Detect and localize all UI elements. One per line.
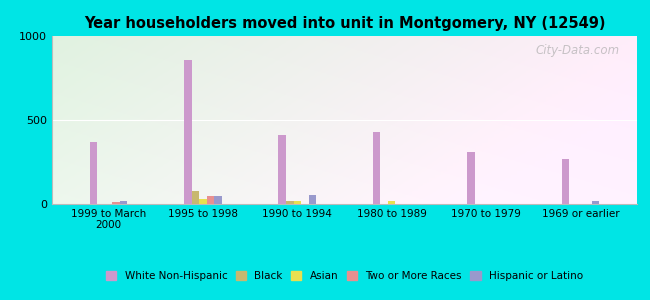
- Title: Year householders moved into unit in Montgomery, NY (12549): Year householders moved into unit in Mon…: [84, 16, 605, 31]
- Bar: [388, 202, 395, 204]
- Bar: [184, 59, 192, 204]
- Bar: [373, 132, 380, 204]
- Text: City-Data.com: City-Data.com: [536, 44, 619, 57]
- Bar: [199, 199, 207, 204]
- Legend: White Non-Hispanic, Black, Asian, Two or More Races, Hispanic or Latino: White Non-Hispanic, Black, Asian, Two or…: [103, 268, 586, 284]
- Bar: [592, 202, 599, 204]
- Bar: [112, 202, 120, 204]
- Bar: [294, 202, 301, 204]
- Bar: [90, 142, 97, 204]
- Bar: [286, 202, 294, 204]
- Bar: [562, 159, 569, 204]
- Bar: [467, 152, 474, 204]
- Bar: [278, 135, 286, 204]
- Bar: [120, 202, 127, 204]
- Bar: [207, 196, 215, 204]
- Bar: [192, 190, 199, 204]
- Bar: [214, 196, 222, 204]
- Bar: [309, 195, 316, 204]
